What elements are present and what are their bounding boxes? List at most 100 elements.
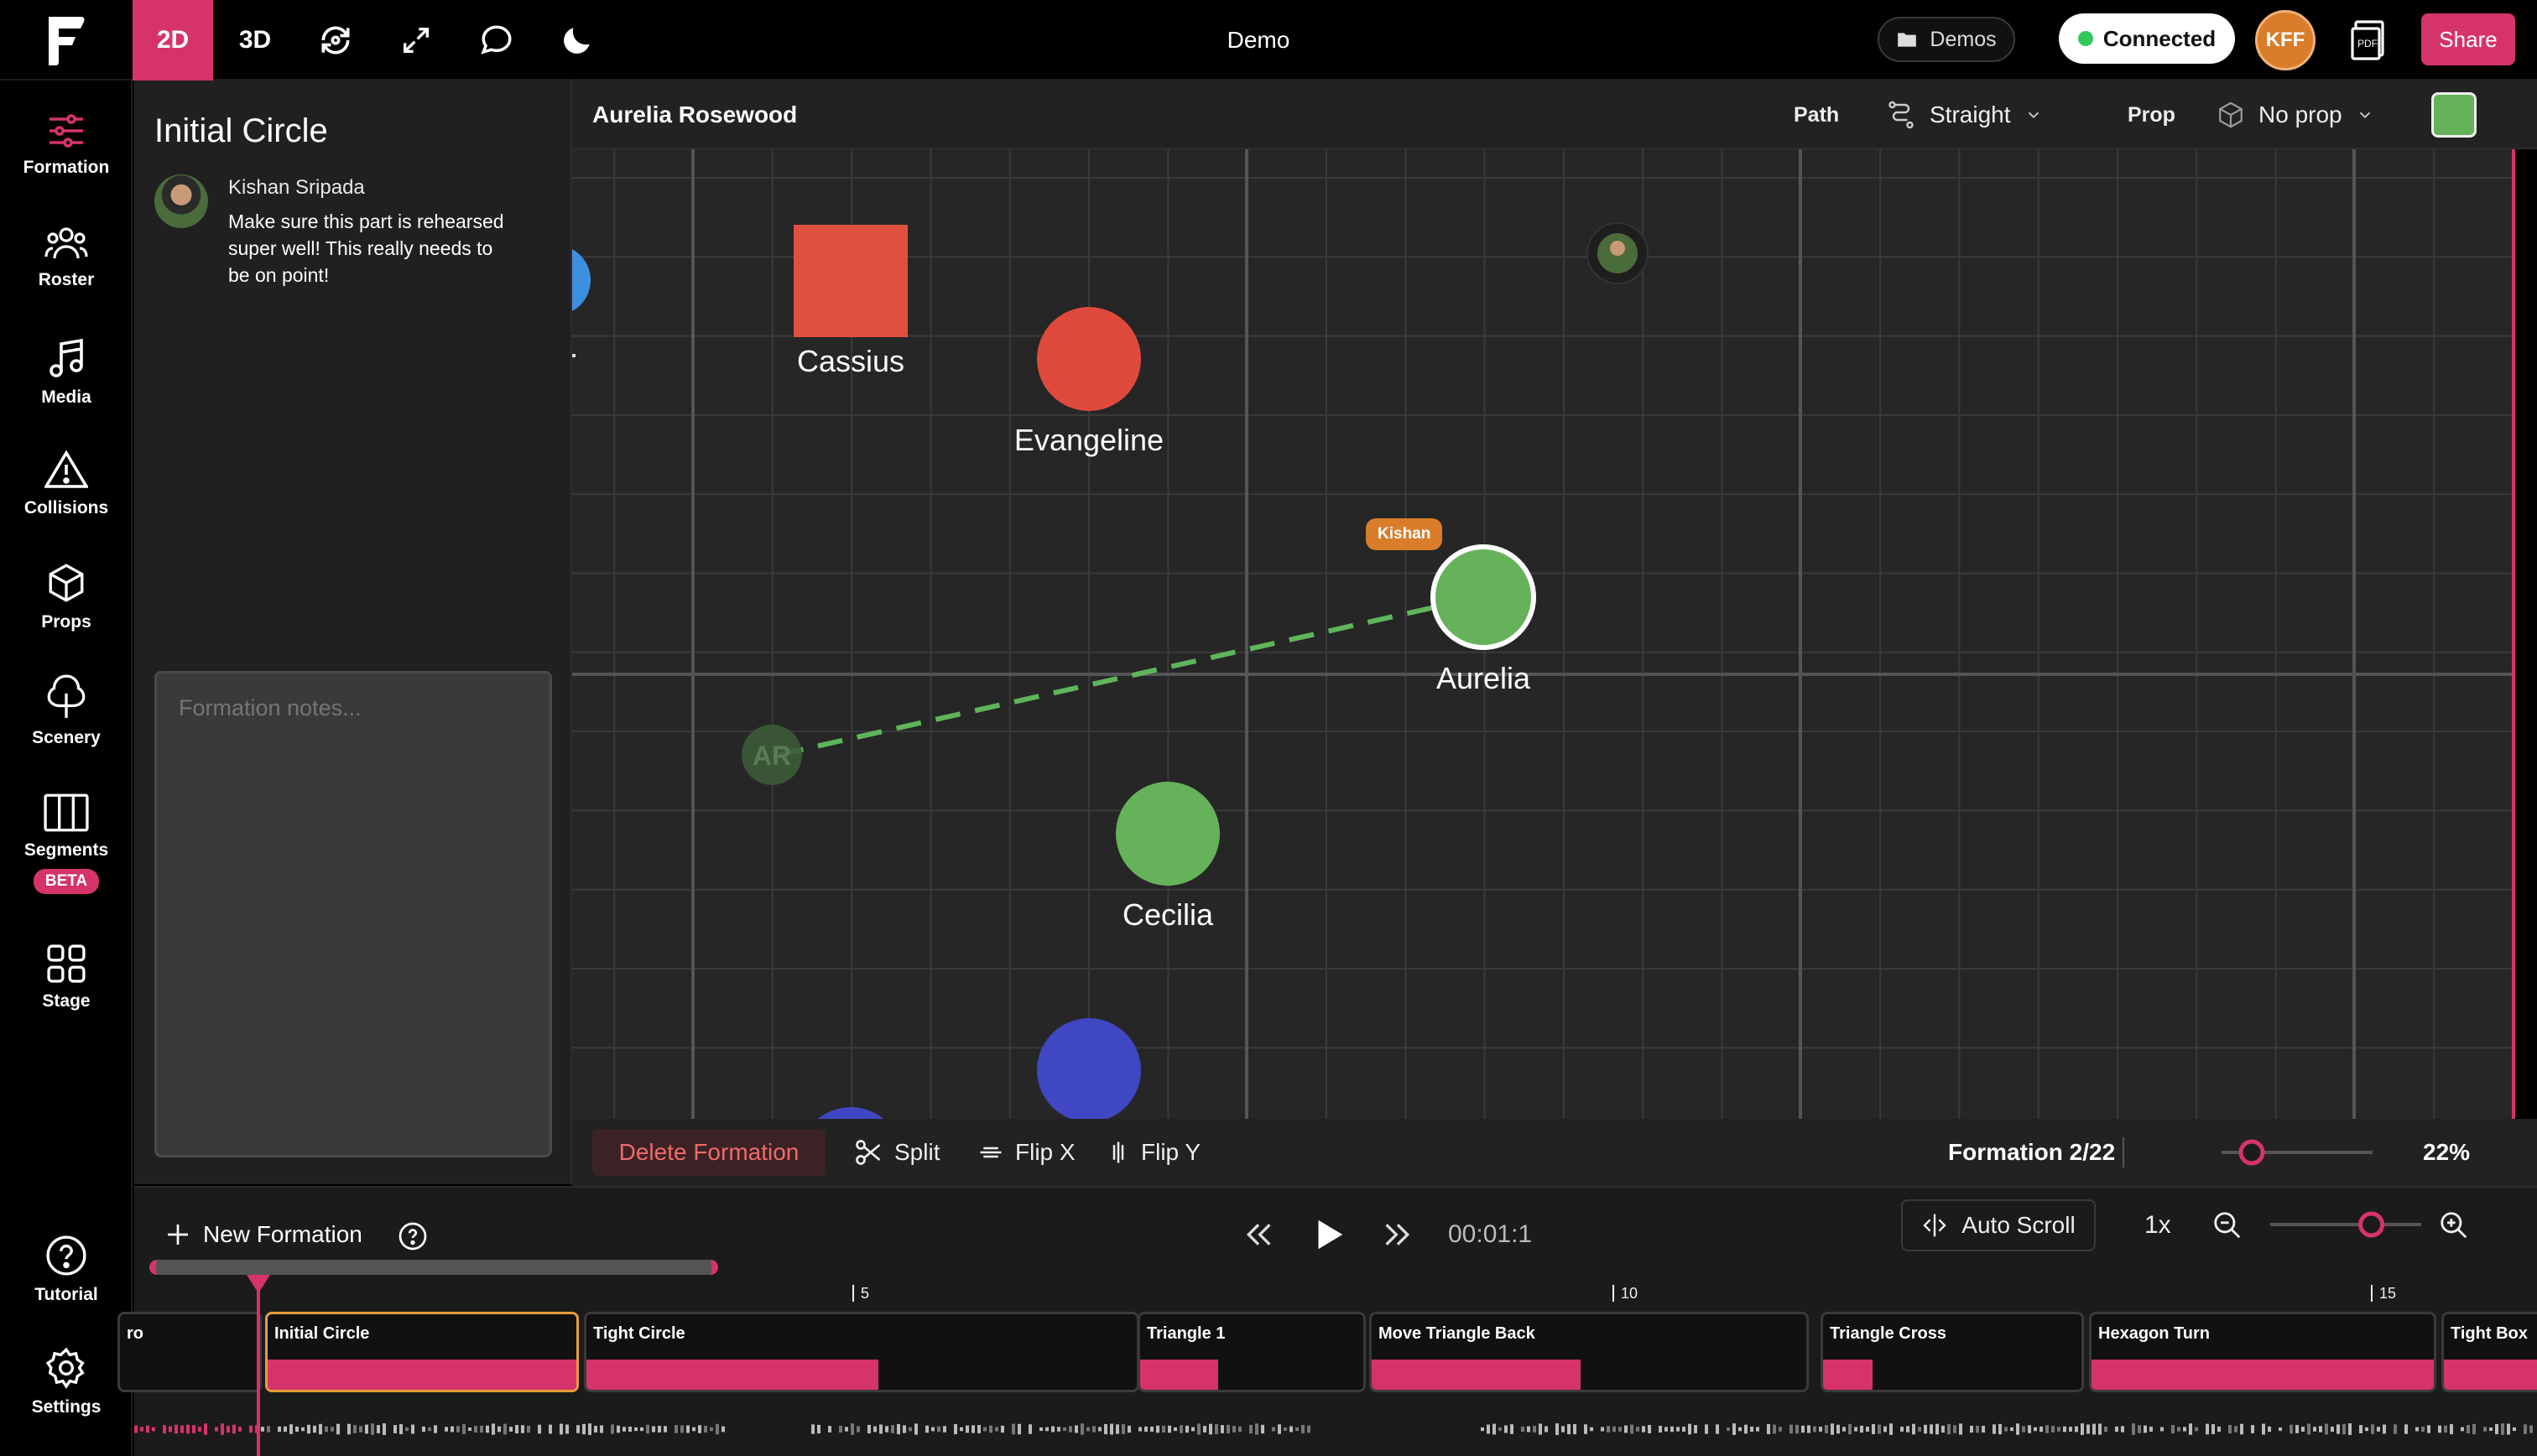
zoom-out-icon[interactable] [2211, 1209, 2243, 1241]
top-bar: 2D 3D Demo Demos Connected KFF PDF Share [0, 0, 2537, 81]
collaborator-cursor-tag: Kishan [1366, 518, 1443, 550]
slider-knob[interactable] [2358, 1211, 2385, 1238]
dancer-blue-2[interactable] [799, 1107, 903, 1119]
comments-button[interactable] [456, 0, 537, 81]
logo-icon[interactable] [34, 10, 101, 70]
formation-block[interactable]: Triangle 1 [1138, 1312, 1366, 1392]
formation-block-label: ro [127, 1324, 143, 1343]
flip-y-button[interactable]: Flip Y [1106, 1129, 1201, 1176]
rewind-icon[interactable] [1242, 1218, 1275, 1251]
zoom-in-icon[interactable] [2438, 1209, 2470, 1241]
moon-icon [564, 28, 590, 54]
view-3d-button[interactable]: 3D [238, 26, 272, 54]
path-select[interactable]: Straight [1886, 81, 2043, 149]
formation-block-label: Initial Circle [274, 1324, 370, 1343]
path-label: Path [1794, 102, 1840, 127]
ruler-mark: 10 [1612, 1285, 1638, 1302]
dark-mode-button[interactable] [537, 0, 617, 81]
dancer-evangeline[interactable] [1037, 307, 1141, 411]
formation-title[interactable]: Initial Circle [154, 112, 328, 149]
sidebar-item-label: Scenery [32, 728, 101, 747]
flip-x-button[interactable]: Flip X [977, 1129, 1076, 1176]
sidebar-item-scenery[interactable]: Scenery [0, 673, 133, 748]
comment-author: Kishan Sripada [228, 176, 365, 199]
help-icon[interactable] [398, 1221, 428, 1251]
timeline-scrollbar[interactable] [149, 1260, 718, 1275]
dancer-cecilia[interactable] [1116, 782, 1220, 886]
sidebar-item-roster[interactable]: Roster [0, 225, 133, 290]
sync-button[interactable] [295, 0, 376, 81]
split-button[interactable]: Split [852, 1129, 940, 1176]
ruler-mark: 5 [852, 1285, 869, 1302]
view-2d-button[interactable]: 2D [133, 0, 213, 81]
fullscreen-button[interactable] [376, 0, 456, 81]
connection-label: Connected [2102, 25, 2217, 51]
timeline-zoom-slider[interactable] [2262, 1208, 2430, 1241]
delete-formation-button[interactable]: Delete Formation [592, 1129, 826, 1176]
sidebar-item-tutorial[interactable]: Tutorial [0, 1235, 133, 1305]
fast-forward-icon[interactable] [1381, 1218, 1414, 1251]
slider-knob[interactable] [2238, 1139, 2265, 1166]
sidebar-item-formation[interactable]: Formation [0, 112, 133, 178]
ruler-mark: 15 [2371, 1285, 2396, 1302]
sidebar-item-props[interactable]: Props [0, 562, 133, 632]
audio-waveform [134, 1423, 2533, 1435]
dancer-aurelia[interactable] [1430, 544, 1536, 650]
user-avatar[interactable]: KFF [2255, 10, 2316, 70]
path-value: Straight [1930, 101, 2011, 127]
play-icon[interactable] [1309, 1215, 1347, 1254]
offscreen-dancer[interactable] [572, 245, 591, 315]
sliders-icon [49, 114, 83, 148]
formation-block[interactable]: Hexagon Turn [2089, 1312, 2436, 1392]
comment-text: Make sure this part is rehearsed super w… [228, 211, 504, 286]
ghost-dancer[interactable] [742, 725, 802, 785]
formation-block[interactable]: Tight Box [2441, 1312, 2537, 1392]
music-note-icon [49, 338, 83, 377]
formation-block-label: Tight Circle [593, 1324, 685, 1343]
playback-time: 00:01:1 [1448, 1220, 1533, 1248]
auto-scroll-icon [1923, 1214, 1946, 1237]
stage-zoom-slider[interactable] [2213, 1136, 2381, 1169]
pdf-export-icon[interactable]: PDF [2349, 18, 2389, 62]
stage-header: Aurelia Rosewood Path Straight Prop No p… [572, 81, 2537, 149]
ghost-dancer-initials: AR [753, 741, 791, 771]
sidebar-item-label: Props [41, 612, 91, 632]
demos-button[interactable]: Demos [1878, 17, 2015, 62]
playback-speed[interactable]: 1x [2144, 1211, 2171, 1239]
collaborator-face [1610, 241, 1625, 256]
new-formation-button[interactable]: New Formation [164, 1211, 362, 1258]
flip-y-label: Flip Y [1141, 1139, 1201, 1165]
dancer-blue-1[interactable] [1037, 1018, 1141, 1119]
stage-edge-indicator [2512, 149, 2515, 1119]
stage-canvas[interactable]: AR Cassius Evangeline Aurelia Cecilia Ki… [572, 149, 2514, 1119]
formation-panel: Initial Circle Kishan Sripada Make sure … [134, 81, 572, 1184]
sidebar-item-label: Settings [31, 1397, 102, 1417]
prop-label: Prop [2128, 102, 2175, 127]
prop-select[interactable]: No prop [2217, 81, 2374, 149]
formation-block[interactable]: Move Triangle Back [1369, 1312, 1809, 1392]
dancer-color-swatch[interactable] [2431, 92, 2477, 138]
formation-block[interactable]: ro [117, 1312, 262, 1392]
formation-block[interactable]: Initial Circle [265, 1312, 579, 1392]
formation-notes-input[interactable] [154, 671, 552, 1157]
dancer-cassius[interactable] [794, 225, 908, 337]
playhead-handle[interactable] [247, 1275, 270, 1293]
toolbar-divider [2123, 1137, 2124, 1167]
sidebar-item-collisions[interactable]: Collisions [0, 450, 133, 518]
movement-path [778, 605, 1435, 757]
formation-block[interactable]: Tight Circle [584, 1312, 1139, 1392]
sidebar-item-settings[interactable]: Settings [0, 1347, 133, 1417]
question-icon [46, 1235, 86, 1276]
sidebar-item-media[interactable]: Media [0, 337, 133, 408]
playhead[interactable] [257, 1278, 260, 1456]
sidebar-item-stage[interactable]: Stage [0, 944, 133, 1011]
formation-transition-bar [1140, 1360, 1219, 1390]
sidebar-item-segments[interactable]: Segments BETA [0, 793, 133, 894]
formation-block[interactable]: Triangle Cross [1821, 1312, 2084, 1392]
demos-label: Demos [1930, 27, 1997, 51]
warning-icon [44, 450, 88, 488]
share-button[interactable]: Share [2421, 13, 2515, 65]
auto-scroll-button[interactable]: Auto Scroll [1901, 1199, 2096, 1251]
formation-block-label: Move Triangle Back [1378, 1324, 1535, 1343]
